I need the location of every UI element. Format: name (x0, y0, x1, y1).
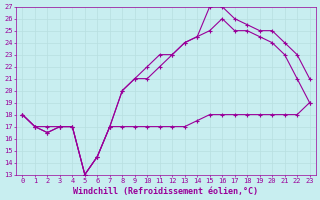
X-axis label: Windchill (Refroidissement éolien,°C): Windchill (Refroidissement éolien,°C) (74, 187, 259, 196)
